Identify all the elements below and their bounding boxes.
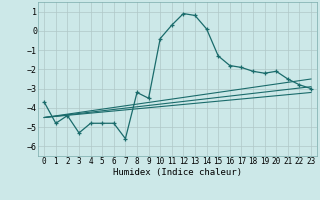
X-axis label: Humidex (Indice chaleur): Humidex (Indice chaleur) xyxy=(113,168,242,177)
